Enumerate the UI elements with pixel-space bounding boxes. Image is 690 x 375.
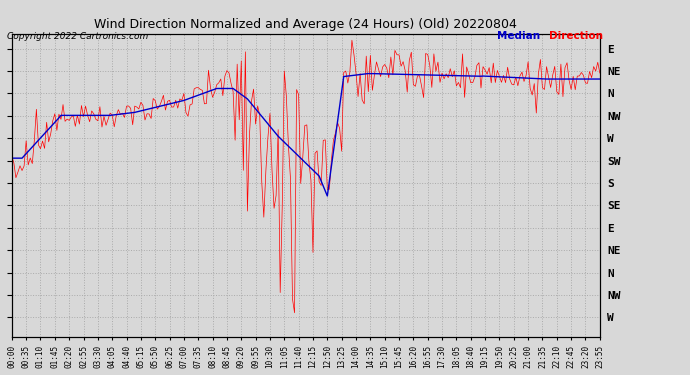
Text: Direction: Direction (549, 32, 602, 41)
Title: Wind Direction Normalized and Average (24 Hours) (Old) 20220804: Wind Direction Normalized and Average (2… (95, 18, 518, 31)
Text: Copyright 2022 Cartronics.com: Copyright 2022 Cartronics.com (7, 32, 148, 41)
Text: Median: Median (497, 32, 540, 41)
